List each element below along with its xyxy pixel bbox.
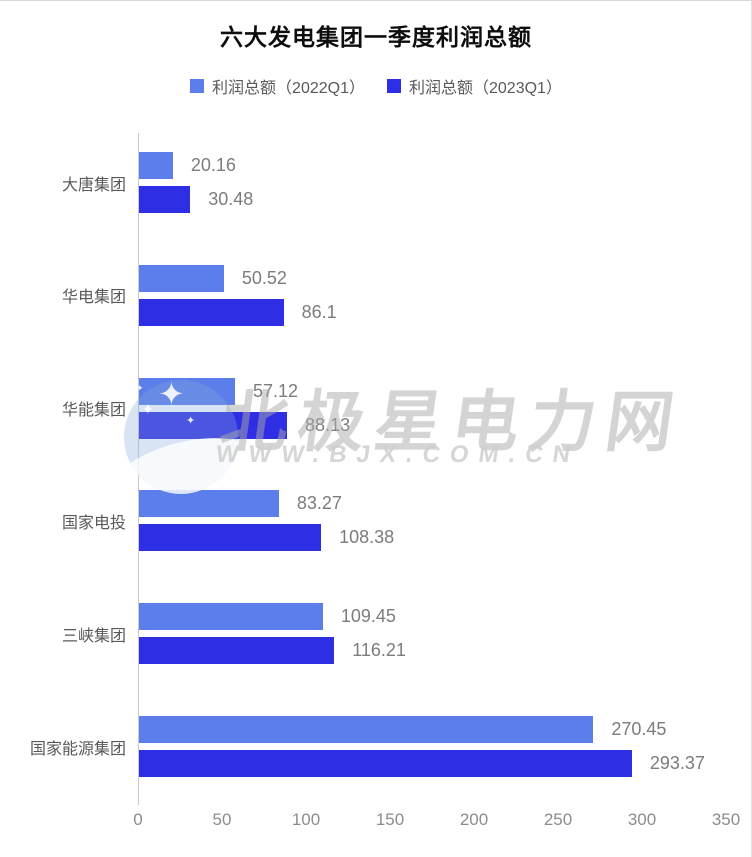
bar-value-label: 30.48 — [208, 189, 254, 209]
legend-label-2022q1: 利润总额（2022Q1） — [212, 80, 365, 97]
bar-value-label: 88.13 — [305, 414, 351, 435]
bar — [139, 264, 224, 292]
bar-value-label: 116.21 — [352, 640, 406, 661]
chart-legend: 利润总额（2022Q1） 利润总额（2023Q1） — [0, 74, 752, 98]
bar-value-label: 20.16 — [190, 155, 236, 175]
bar — [139, 637, 335, 665]
bar-value-label: 109.45 — [340, 606, 396, 627]
category-label: 华能集团 — [61, 402, 126, 420]
bar-value-label: 108.38 — [339, 527, 395, 548]
bar — [139, 603, 323, 631]
x-tick-label: 350 — [711, 810, 741, 829]
bar — [139, 298, 284, 326]
category-label: 华电集团 — [61, 289, 126, 307]
chart-title: 六大发电集团一季度利润总额 — [220, 24, 532, 50]
bar-value-label: 83.27 — [296, 493, 342, 514]
category-label: 国家电投 — [61, 514, 126, 532]
x-tick-label: 250 — [543, 810, 573, 829]
bar — [139, 411, 288, 439]
bar — [139, 152, 173, 179]
bar-value-label: 57.12 — [252, 380, 298, 401]
category-label: 三峡集团 — [61, 627, 126, 645]
bar — [139, 716, 594, 743]
bar-value-label: 86.1 — [301, 301, 337, 322]
x-tick-label: 150 — [375, 810, 405, 829]
legend-swatch-2023q1-icon — [387, 79, 401, 93]
legend-item-2023q1: 利润总额（2023Q1） — [387, 74, 562, 98]
bar — [139, 750, 632, 777]
bar — [139, 377, 235, 405]
legend-swatch-2022q1-icon — [190, 79, 205, 93]
category-label: 国家能源集团 — [29, 740, 126, 758]
legend-item-2022q1: 利润总额（2022Q1） — [190, 74, 365, 98]
x-tick-label: 50 — [212, 810, 232, 829]
bar-value-label: 270.45 — [611, 719, 667, 739]
x-tick-label: 100 — [291, 810, 321, 829]
y-axis-line — [138, 133, 139, 805]
bar-value-label: 293.37 — [649, 753, 705, 773]
category-label: 大唐集团 — [61, 176, 126, 194]
legend-label-2023q1: 利润总额（2023Q1） — [409, 80, 562, 97]
bar — [139, 186, 191, 213]
x-tick-label: 300 — [627, 810, 657, 829]
x-tick-label: 200 — [459, 810, 489, 829]
bar-value-label: 50.52 — [241, 267, 287, 288]
bar — [139, 524, 322, 552]
x-tick-label: 0 — [133, 810, 143, 829]
bar — [139, 490, 279, 518]
